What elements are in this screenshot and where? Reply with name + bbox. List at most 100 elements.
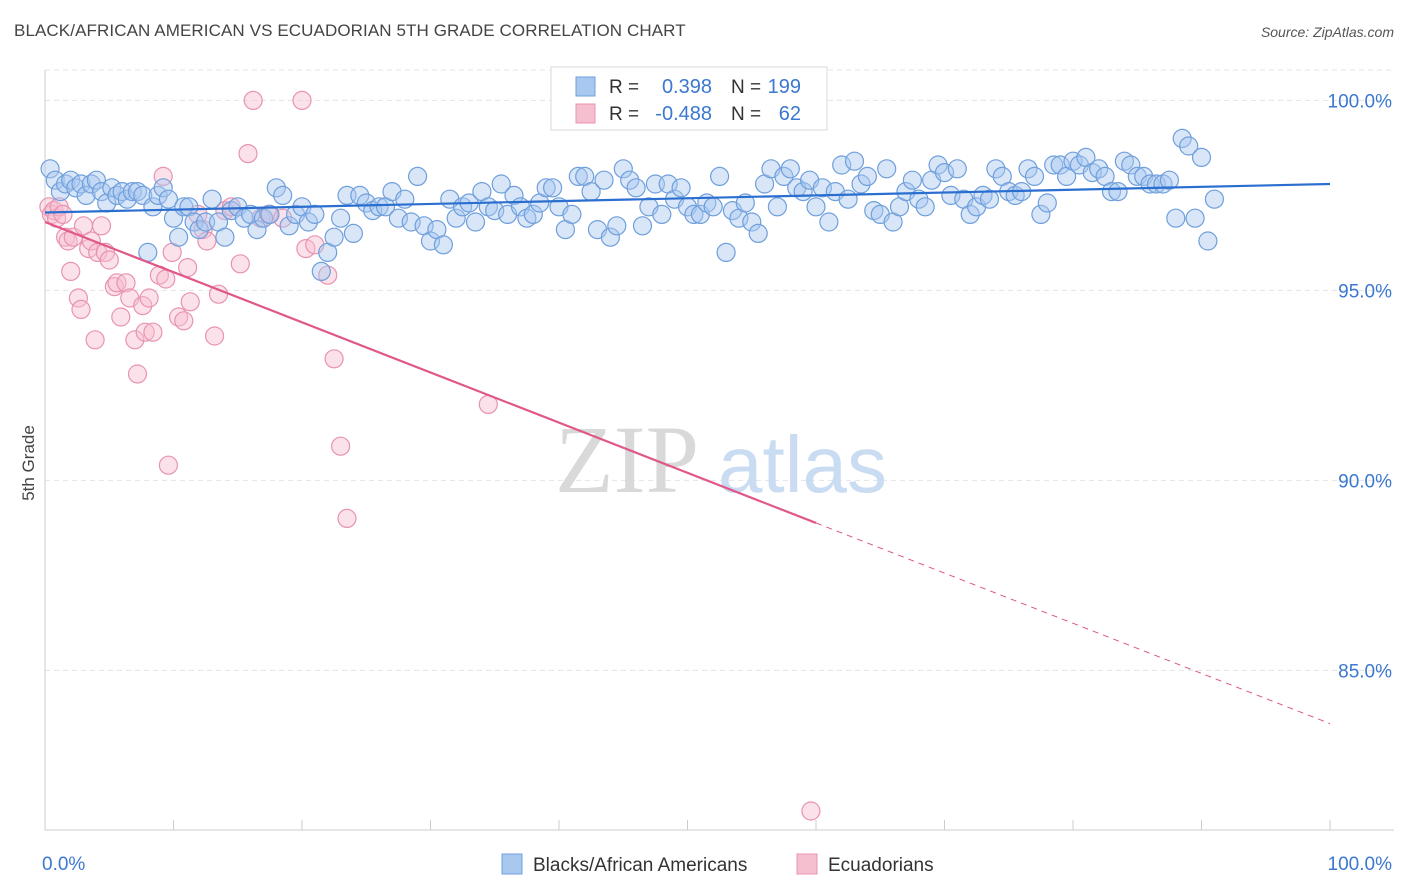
point-black — [1037, 193, 1057, 213]
point-black — [55, 174, 76, 194]
point-black — [107, 185, 127, 205]
chart-title: BLACK/AFRICAN AMERICAN VS ECUADORIAN 5TH… — [14, 21, 686, 40]
point-black — [1179, 136, 1199, 156]
point-black — [260, 204, 280, 224]
point-black — [266, 178, 286, 198]
point-black — [122, 182, 142, 202]
point-black — [909, 189, 929, 209]
stats-n-value: 62 — [779, 103, 801, 125]
y-tick-label: 90.0% — [1338, 471, 1392, 492]
point-black — [1172, 128, 1192, 148]
point-black — [671, 178, 691, 198]
point-ecuadorian — [324, 349, 344, 369]
point-black — [536, 178, 556, 198]
stats-swatch-pink — [575, 103, 596, 124]
point-ecuadorian — [99, 250, 119, 270]
point-black — [324, 227, 344, 247]
point-black — [202, 189, 222, 209]
point-black — [607, 216, 627, 236]
point-ecuadorian — [139, 288, 159, 308]
point-black — [273, 185, 293, 205]
y-axis-label: 5th Grade — [19, 425, 38, 501]
point-black — [716, 242, 736, 262]
point-black — [986, 159, 1006, 179]
point-black — [542, 178, 563, 198]
point-ecuadorian — [174, 311, 194, 331]
point-black — [562, 204, 582, 224]
point-black — [446, 208, 466, 228]
point-black — [703, 197, 723, 217]
point-ecuadorian — [331, 436, 351, 456]
point-black — [311, 261, 331, 281]
point-black — [127, 182, 148, 202]
point-black — [709, 166, 730, 186]
point-black — [1018, 159, 1038, 179]
point-black — [388, 208, 408, 228]
y-tick-label: 100.0% — [1328, 91, 1393, 112]
point-ecuadorian — [243, 90, 263, 111]
point-black — [504, 185, 524, 205]
point-black — [433, 235, 453, 255]
point-black — [66, 178, 86, 198]
point-black — [279, 216, 299, 236]
trend-line-ecuadorians-projection — [815, 522, 1331, 725]
point-black — [45, 170, 65, 190]
point-black — [947, 159, 967, 179]
axes — [44, 70, 1394, 831]
watermark: ZIP atlas — [555, 406, 887, 513]
point-black — [832, 155, 852, 175]
point-black — [902, 170, 923, 190]
point-black — [838, 189, 858, 209]
point-black — [158, 189, 178, 209]
legend: Blacks/African Americans Ecuadorians — [501, 853, 934, 876]
stats-n-label: N = — [731, 104, 761, 125]
point-ecuadorian — [133, 296, 153, 316]
point-black — [735, 193, 755, 213]
point-ecuadorian — [169, 307, 189, 327]
x-tick-label-max: 100.0% — [1328, 854, 1393, 875]
point-black — [369, 197, 389, 217]
point-black — [86, 170, 107, 190]
point-black — [934, 163, 955, 183]
point-black — [928, 155, 948, 175]
point-black — [91, 182, 112, 202]
point-black — [174, 197, 194, 217]
point-black — [215, 227, 235, 247]
y-tick-label: 95.0% — [1338, 281, 1392, 302]
point-ecuadorian — [178, 258, 198, 278]
point-black — [767, 197, 788, 217]
point-black — [81, 174, 101, 194]
point-black — [331, 208, 351, 228]
point-ecuadorian — [205, 326, 225, 346]
point-ecuadorian — [197, 231, 217, 251]
legend-label-ecuadorians: Ecuadorians — [828, 855, 934, 876]
point-ecuadorian — [143, 322, 163, 342]
point-black — [356, 193, 376, 213]
point-black — [979, 189, 1000, 209]
watermark-zip: ZIP — [555, 406, 699, 513]
point-black — [774, 166, 794, 186]
point-black — [1031, 204, 1051, 224]
point-ecuadorian — [71, 299, 91, 319]
point-black — [491, 174, 511, 194]
point-black — [40, 159, 60, 179]
point-black — [1191, 147, 1212, 167]
point-black — [626, 178, 646, 198]
legend-swatch-blacks — [501, 853, 523, 875]
point-black — [523, 204, 543, 224]
point-ecuadorian — [53, 204, 73, 224]
point-ecuadorian — [135, 322, 155, 342]
point-black — [1044, 155, 1064, 175]
point-black — [877, 159, 897, 179]
point-black — [465, 212, 486, 232]
x-tick-label-min: 0.0% — [42, 854, 85, 875]
point-ecuadorian — [85, 330, 105, 350]
point-black — [1166, 208, 1186, 228]
point-black — [350, 185, 370, 205]
point-black — [1198, 231, 1218, 251]
point-ecuadorian — [230, 254, 250, 274]
legend-label-blacks: Blacks/African Americans — [533, 855, 747, 876]
stats-n-label: N = — [731, 77, 761, 98]
point-black — [613, 159, 633, 179]
